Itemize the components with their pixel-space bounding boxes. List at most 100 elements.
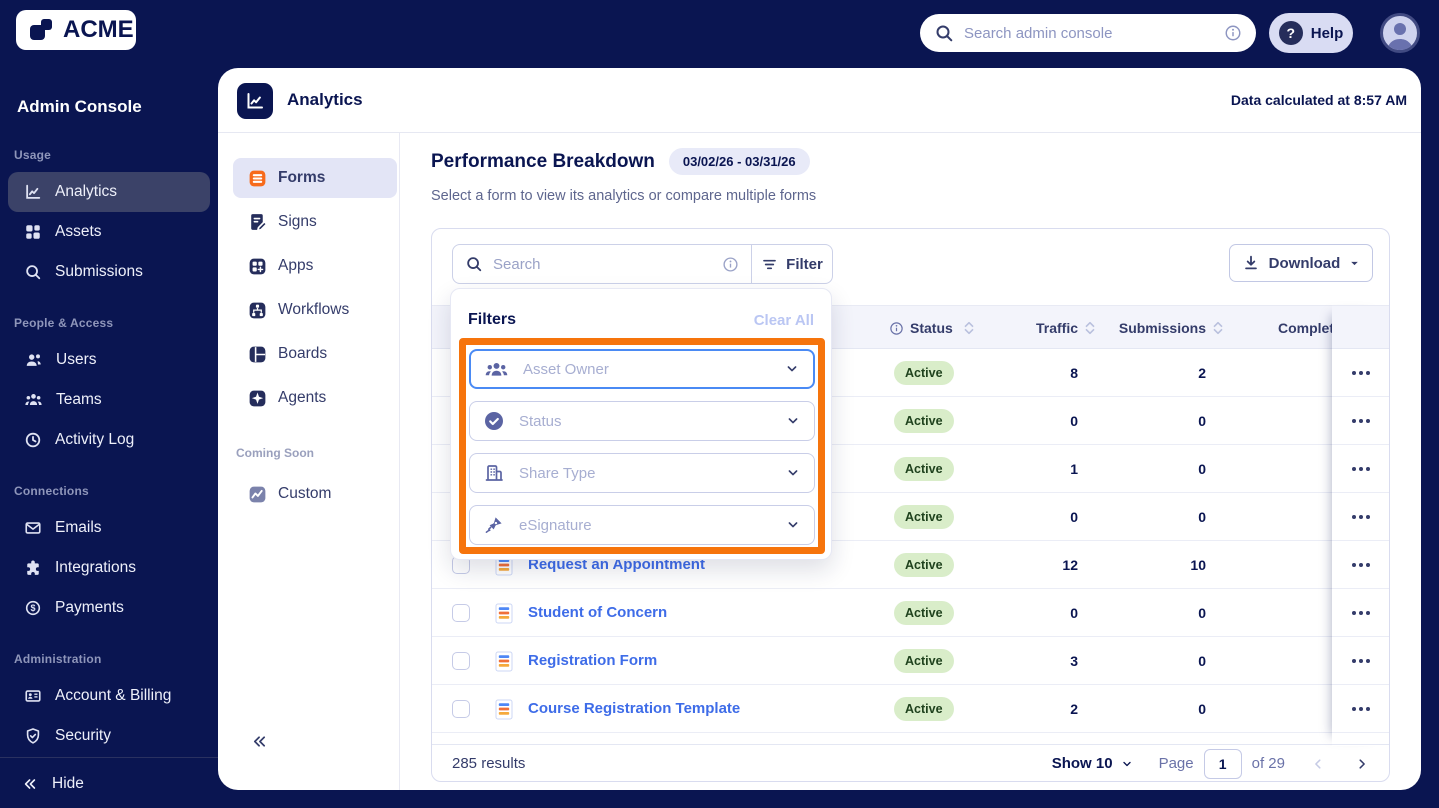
download-icon [1244, 255, 1257, 270]
form-name-link[interactable]: Student of Concern [528, 604, 668, 621]
info-icon[interactable] [1224, 24, 1242, 42]
users-icon [26, 354, 41, 366]
sidebar-item-integrations[interactable]: Integrations [0, 548, 218, 588]
table-search-placeholder: Search [493, 255, 541, 273]
row-checkbox[interactable] [452, 700, 470, 718]
info-icon[interactable] [722, 256, 739, 273]
row-actions-button[interactable] [1332, 349, 1389, 397]
sidebar-item-submissions[interactable]: Submissions [0, 252, 218, 292]
submissions-value: 2 [1198, 365, 1206, 381]
page-title: Performance Breakdown [431, 150, 655, 172]
row-actions-button[interactable] [1332, 541, 1389, 589]
table-row: Registration Form Active 3 0 [432, 637, 1389, 685]
submissions-value: 0 [1198, 461, 1206, 477]
sidebar-item-teams[interactable]: Teams [0, 380, 218, 420]
sort-icon[interactable] [1084, 318, 1096, 338]
sidebar-title: Admin Console [17, 97, 142, 116]
search-icon [465, 255, 483, 273]
hide-sidebar-button[interactable]: Hide [0, 764, 218, 804]
row-checkbox[interactable] [452, 652, 470, 670]
subnav-item-apps[interactable]: Apps [233, 246, 397, 286]
sort-icon[interactable] [1212, 318, 1224, 338]
show-label: Show 10 [1051, 755, 1113, 772]
hide-label: Hide [52, 775, 84, 792]
subnav-item-workflows[interactable]: Workflows [233, 290, 397, 330]
row-actions-button[interactable] [1332, 589, 1389, 637]
sidebar-section-people: People & Access [14, 316, 114, 330]
submissions-value: 0 [1198, 509, 1206, 525]
sidebar-item-payments[interactable]: $ Payments [0, 588, 218, 628]
status-icon [485, 412, 503, 430]
next-page-button[interactable] [1355, 757, 1369, 771]
asset-owner-filter[interactable]: Asset Owner [469, 349, 815, 389]
sidebar-item-label: Teams [56, 391, 102, 408]
subnav-item-custom[interactable]: Custom [233, 474, 397, 514]
asset-owner-icon [485, 362, 508, 376]
subnav-item-signs[interactable]: Signs [233, 202, 397, 242]
subnav-item-forms[interactable]: Forms [233, 158, 397, 198]
submissions-value: 10 [1190, 557, 1206, 573]
page-number-input[interactable] [1203, 748, 1242, 779]
help-label: Help [1310, 24, 1344, 42]
sort-icon[interactable] [963, 318, 975, 338]
collapse-subnav-button[interactable] [251, 733, 268, 755]
subnav-item-agents[interactable]: Agents [233, 378, 397, 418]
show-per-page-dropdown[interactable]: Show 10 [1052, 755, 1133, 772]
sidebar-item-security[interactable]: Security [0, 716, 218, 756]
avatar[interactable] [1380, 13, 1420, 53]
row-actions-button[interactable] [1332, 445, 1389, 493]
status-filter[interactable]: Status [469, 401, 815, 441]
download-button[interactable]: Download [1229, 244, 1373, 282]
traffic-value: 12 [1062, 557, 1078, 573]
page-label: Page [1158, 755, 1194, 772]
help-button[interactable]: ? Help [1269, 13, 1353, 53]
table-search-input[interactable]: Search [453, 245, 751, 283]
acme-logo[interactable]: ACME [16, 10, 136, 50]
row-checkbox[interactable] [452, 604, 470, 622]
row-actions-button[interactable] [1332, 493, 1389, 541]
row-actions-button[interactable] [1332, 397, 1389, 445]
signs-icon [251, 213, 267, 231]
activity-log-icon [25, 432, 41, 448]
column-header-status: Status [910, 320, 953, 336]
form-name-link[interactable]: Registration Form [528, 652, 658, 669]
status-badge: Active [894, 457, 954, 481]
forms-icon [249, 170, 266, 186]
status-badge: Active [894, 601, 954, 625]
logo-text: ACME [63, 16, 134, 43]
filters-panel: Filters Clear All Asset Owner Status Sha… [450, 288, 832, 560]
sidebar-item-label: Emails [55, 519, 102, 536]
prev-page-button[interactable] [1311, 757, 1325, 771]
toolbar-divider [751, 245, 752, 283]
filter-button[interactable]: Filter [752, 245, 832, 283]
clear-all-button[interactable]: Clear All [753, 311, 814, 329]
form-name-link[interactable]: Request an Appointment [528, 556, 705, 573]
admin-search-input[interactable]: Search admin console [920, 14, 1256, 52]
date-range-pill[interactable]: 03/02/26 - 03/31/26 [668, 148, 810, 175]
sidebar-item-account-billing[interactable]: Account & Billing [0, 676, 218, 716]
asset-type-subnav: Forms Signs Apps Workflows Boards [218, 133, 400, 790]
row-actions-button[interactable] [1332, 637, 1389, 685]
subnav-item-boards[interactable]: Boards [233, 334, 397, 374]
row-actions-button[interactable] [1332, 685, 1389, 733]
table-footer: 285 results Show 10 Page of 29 [432, 744, 1389, 781]
form-name-link[interactable]: Course Registration Template [528, 700, 741, 717]
traffic-value: 0 [1070, 413, 1078, 429]
sidebar-item-analytics[interactable]: Analytics [8, 172, 210, 212]
sidebar-item-assets[interactable]: Assets [0, 212, 218, 252]
table-toolbar: Search Filter [452, 244, 833, 284]
status-info-icon[interactable] [889, 321, 904, 336]
chevron-down-icon [1122, 761, 1131, 766]
form-icon [495, 699, 513, 720]
filter-field-label: Asset Owner [523, 360, 609, 378]
sidebar-item-emails[interactable]: Emails [0, 508, 218, 548]
sidebar-item-users[interactable]: Users [0, 340, 218, 380]
status-badge: Active [894, 505, 954, 529]
topbar: ACME Search admin console ? Help [0, 0, 1439, 65]
share-type-filter[interactable]: Share Type [469, 453, 815, 493]
sidebar-item-activity-log[interactable]: Activity Log [0, 420, 218, 460]
analytics-icon [26, 184, 41, 199]
workflows-icon [249, 302, 266, 318]
esignature-filter[interactable]: eSignature [469, 505, 815, 545]
filters-title: Filters [468, 311, 517, 328]
